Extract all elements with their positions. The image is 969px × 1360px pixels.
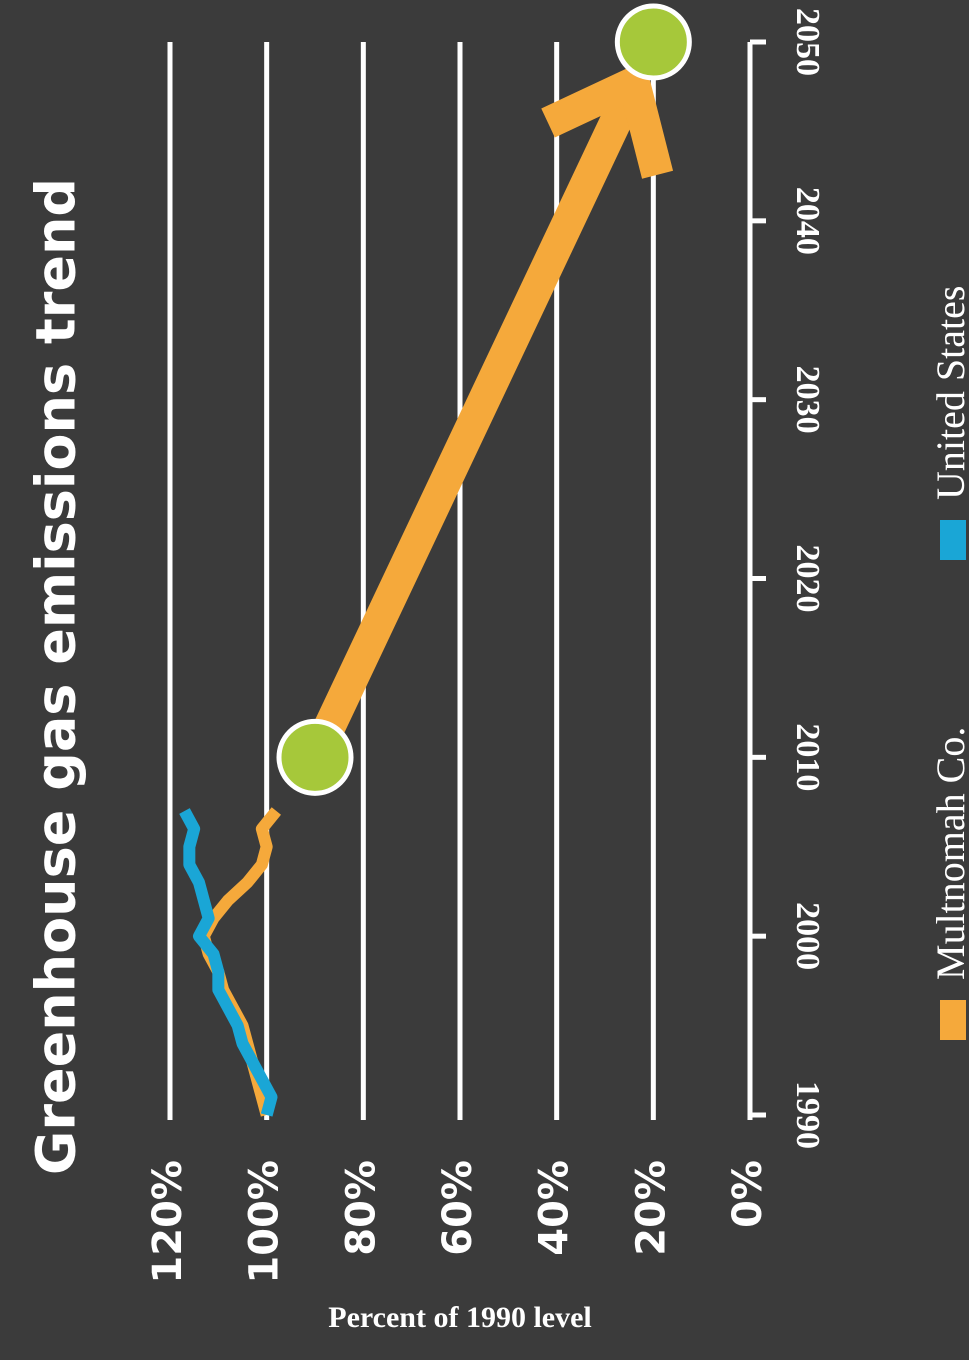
legend-label: United States (928, 286, 969, 500)
target-marker (276, 718, 354, 796)
legend-label: Multnomah Co. (928, 727, 969, 980)
y-tick-label: 100% (242, 1160, 288, 1284)
x-tick-label: 2040 (789, 187, 826, 255)
y-tick-label: 60% (435, 1160, 481, 1256)
y-tick-label: 20% (628, 1160, 674, 1256)
x-tick-label: 2050 (789, 8, 826, 76)
x-tick-label: 2010 (789, 723, 826, 791)
x-tick-label: 1990 (789, 1081, 826, 1149)
x-tick-label: 2030 (789, 366, 826, 434)
y-tick-label: 40% (532, 1160, 578, 1256)
series-line (179, 808, 278, 1117)
arrow-head (541, 59, 674, 179)
arrow-shaft (300, 75, 649, 765)
y-tick-label: 120% (145, 1160, 191, 1284)
x-tick-label: 2020 (789, 545, 826, 613)
y-tick-label: 0% (725, 1160, 771, 1228)
legend-swatch (940, 1000, 966, 1040)
legend-swatch (940, 520, 966, 560)
x-tick-label: 2000 (789, 902, 826, 970)
chart-title: Greenhouse gas emissions trend (25, 178, 88, 1175)
y-axis-label: Percent of 1990 level (328, 1301, 592, 1334)
y-tick-label: 80% (338, 1160, 384, 1256)
target-marker (614, 3, 692, 81)
